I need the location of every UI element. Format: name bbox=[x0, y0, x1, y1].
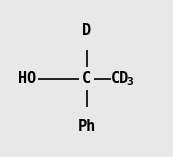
Text: Ph: Ph bbox=[77, 119, 96, 134]
Text: CD: CD bbox=[111, 71, 129, 86]
Text: HO: HO bbox=[18, 71, 36, 86]
Text: D: D bbox=[82, 23, 91, 38]
Text: 3: 3 bbox=[126, 77, 133, 87]
Text: C: C bbox=[82, 71, 91, 86]
